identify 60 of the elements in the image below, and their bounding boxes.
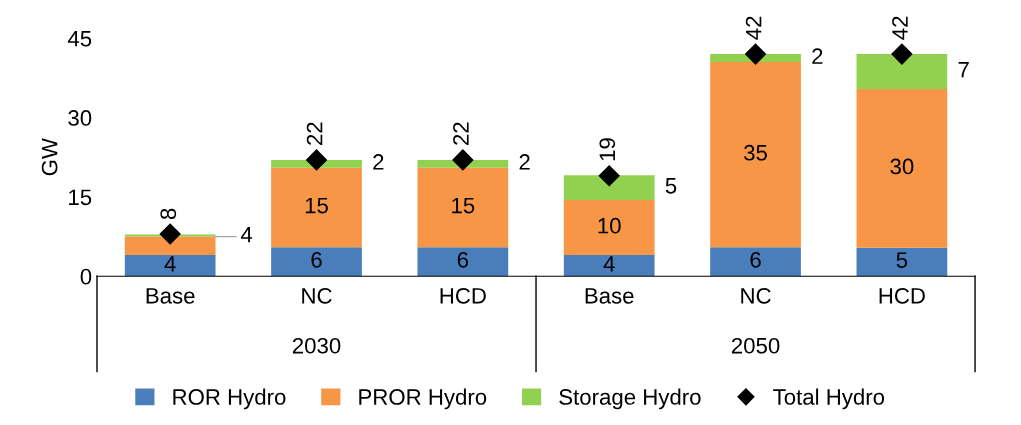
data-label: 2 [519, 154, 530, 170]
bar [710, 247, 801, 277]
legend-label: Storage Hydro [559, 388, 701, 410]
x-tick-label: HCD [440, 287, 486, 304]
data-label: 42 [892, 16, 908, 40]
data-label: 35 [744, 144, 767, 161]
data-label: 8 [160, 208, 177, 220]
text: 2030 [292, 337, 341, 354]
point [452, 149, 474, 171]
bar [271, 247, 362, 277]
data-label: 5 [896, 252, 908, 268]
bar [856, 89, 948, 248]
point [745, 43, 767, 65]
bar [563, 200, 655, 256]
bar [417, 167, 509, 248]
legend-label: PROR Hydro [359, 388, 487, 410]
point [159, 223, 181, 245]
text: 2050 [731, 337, 780, 354]
bar [856, 247, 948, 277]
bar [417, 247, 509, 277]
data-label: 42 [745, 16, 762, 40]
x-tick-label: Base [146, 288, 195, 304]
data-label: 5 [665, 178, 677, 194]
y-tick-label: 30 [68, 110, 92, 126]
point [891, 43, 913, 65]
bar [124, 236, 216, 256]
data-label: 22 [453, 122, 469, 145]
x-tick-label: NC [302, 287, 332, 304]
legend-label: ROR Hydro [173, 388, 286, 410]
data-label: 4 [603, 256, 615, 272]
bar [124, 255, 216, 277]
point [305, 149, 328, 171]
data-label: 30 [890, 158, 914, 175]
data-label: 4 [164, 256, 176, 272]
data-label: 2 [812, 48, 823, 64]
data-label: 6 [750, 251, 761, 268]
data-label: 4 [240, 227, 253, 243]
y-tick-label: 45 [67, 31, 92, 47]
point [598, 165, 620, 187]
data-label: 6 [457, 251, 469, 268]
legend-label: Total Hydro [773, 388, 885, 410]
data-label: 2 [373, 154, 384, 170]
data-label: 15 [452, 197, 475, 214]
bar [271, 167, 362, 248]
x-tick-label: Base [585, 288, 634, 304]
x-tick-label: NC [741, 287, 771, 304]
data-label: 7 [958, 62, 969, 78]
bar [856, 54, 948, 90]
data-label: 15 [305, 197, 328, 214]
data-label: 22 [306, 122, 323, 145]
y-axis-title: GW [41, 138, 58, 176]
y-tick-label: 15 [69, 189, 92, 206]
data-label: 19 [599, 138, 616, 161]
x-tick-label: HCD [879, 287, 925, 304]
bar [563, 175, 655, 201]
data-label: 6 [311, 251, 322, 268]
data-label: 10 [598, 217, 621, 234]
y-tick-label: 0 [80, 268, 92, 285]
bar [563, 255, 655, 277]
bar [710, 62, 801, 248]
